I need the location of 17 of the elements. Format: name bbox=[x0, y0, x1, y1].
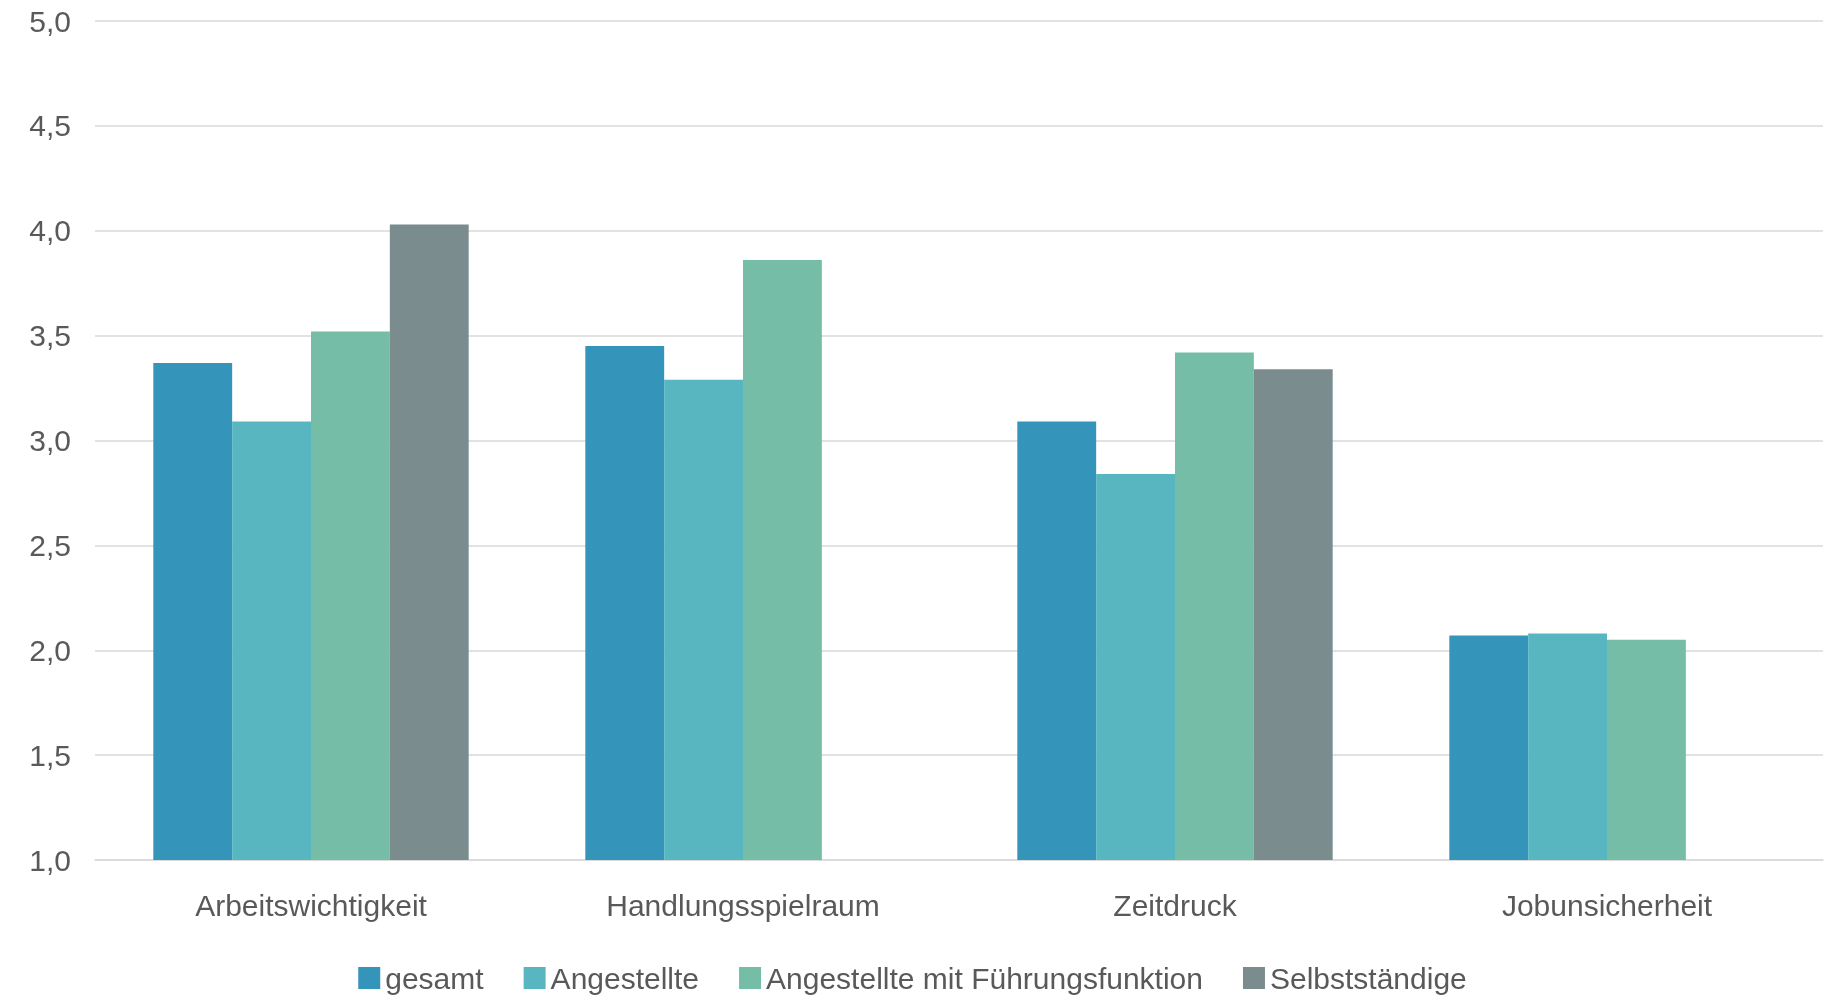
legend-label: Angestellte bbox=[550, 961, 700, 995]
y-tick-label: 5,0 bbox=[29, 4, 71, 38]
y-tick-label: 3,5 bbox=[29, 319, 71, 353]
y-tick-label: 2,0 bbox=[29, 633, 71, 667]
x-tick-label: Arbeitswichtigkeit bbox=[195, 888, 428, 922]
legend-label: gesamt bbox=[385, 961, 485, 995]
x-tick-label: Jobunsicherheit bbox=[1501, 888, 1713, 922]
legend-label: Angestellte mit Führungsfunktion bbox=[766, 961, 1203, 995]
y-tick-label: 2,5 bbox=[29, 528, 71, 562]
y-tick-label: 1,5 bbox=[29, 738, 71, 772]
y-tick-label: 4,5 bbox=[29, 109, 71, 143]
y-tick-label: 4,0 bbox=[29, 214, 71, 248]
legend-label: Selbstständige bbox=[1269, 961, 1467, 995]
y-tick-label: 3,0 bbox=[29, 424, 71, 457]
x-tick-label: Zeitdruck bbox=[1113, 888, 1238, 922]
y-tick-label: 1,0 bbox=[29, 843, 71, 877]
x-tick-label: Handlungsspielraum bbox=[606, 888, 880, 922]
